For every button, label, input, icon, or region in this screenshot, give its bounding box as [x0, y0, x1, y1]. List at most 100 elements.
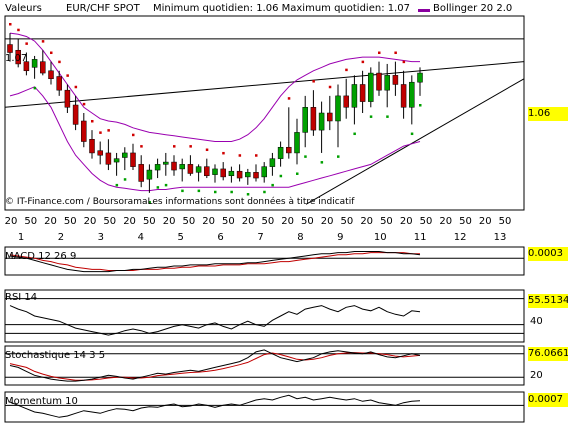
bollinger-legend-swatch [418, 9, 430, 12]
candle-body-6 [56, 76, 62, 91]
sar-dot-35 [296, 172, 299, 175]
sar-dot-2 [25, 42, 28, 45]
candle-body-35 [294, 132, 300, 154]
stoch-panel-title: Stochastique 14 3 5 [5, 350, 106, 361]
x-tick-minute-18: 20 [360, 216, 373, 227]
macd-macd-line [9, 251, 421, 273]
sar-dot-10 [91, 119, 94, 123]
main-panel-frame [4, 15, 525, 211]
x-tick-minute-9: 50 [182, 216, 195, 227]
x-tick-hour-7: 8 [297, 232, 303, 243]
rsi-panel-title: RSI 14 [5, 292, 38, 303]
candle-body-9 [81, 120, 87, 142]
x-tick-minute-2: 20 [44, 216, 57, 227]
x-tick-minute-17: 50 [341, 216, 354, 227]
x-tick-minute-3: 50 [64, 216, 77, 227]
sar-dot-49 [410, 132, 414, 136]
x-tick-minute-22: 20 [439, 216, 452, 227]
candle-body-22 [187, 164, 194, 174]
sar-dot-19 [164, 183, 168, 187]
candle-body-38 [318, 112, 325, 131]
sar-dot-7 [66, 74, 69, 77]
candle-body-23 [195, 166, 202, 173]
sar-dot-17 [148, 201, 151, 204]
stoch-level-label: 20 [530, 370, 543, 381]
x-tick-hour-4: 5 [177, 232, 183, 243]
candle-body-5 [48, 70, 54, 80]
x-tick-hour-6: 7 [257, 232, 263, 243]
stoch-panel-frame [4, 345, 525, 386]
candle-body-11 [97, 150, 103, 156]
sar-dot-0 [9, 22, 12, 26]
copyright-text: © IT-Finance.com / BoursoramaLes informa… [5, 197, 355, 207]
candle-body-0 [7, 44, 13, 53]
sar-dot-15 [132, 133, 135, 137]
candle-body-47 [392, 75, 399, 85]
momentum-value-badge: 0.0007 [528, 393, 568, 407]
trendline-1 [305, 78, 525, 205]
candle-body-40 [335, 95, 341, 122]
top-price-label: 1.07 [5, 53, 28, 64]
candle-body-50 [417, 72, 423, 83]
sar-dot-1 [17, 28, 20, 32]
stoch-value-badge: 76.0661 [528, 347, 568, 361]
sar-dot-6 [58, 60, 61, 64]
x-tick-minute-0: 20 [5, 216, 18, 227]
sar-dot-25 [214, 190, 217, 194]
sar-dot-29 [246, 193, 250, 196]
sar-dot-40 [337, 155, 340, 158]
candle-body-18 [154, 164, 161, 171]
sar-dot-30 [255, 154, 258, 157]
x-tick-hour-8: 9 [337, 232, 343, 243]
candle-body-49 [409, 81, 415, 108]
candle-body-43 [359, 84, 366, 102]
sar-dot-36 [304, 155, 307, 158]
sar-dot-20 [173, 145, 176, 148]
x-tick-minute-15: 50 [301, 216, 314, 227]
macd-panel-title: MACD 12 26 9 [5, 251, 77, 262]
x-tick-hour-0: 1 [18, 232, 24, 243]
candle-body-36 [302, 107, 308, 133]
x-tick-minute-12: 20 [242, 216, 255, 227]
candle-body-8 [72, 104, 79, 125]
candle-body-14 [122, 152, 128, 158]
candle-body-21 [179, 164, 185, 170]
momentum-panel-frame [4, 391, 525, 423]
x-tick-minute-25: 50 [499, 216, 512, 227]
x-tick-hour-2: 3 [98, 232, 104, 243]
sar-dot-50 [419, 104, 422, 107]
x-tick-minute-6: 20 [123, 216, 136, 227]
x-tick-minute-4: 20 [84, 216, 97, 227]
sar-dot-11 [99, 131, 102, 134]
bollinger-upper-band [9, 32, 420, 142]
sar-dot-27 [230, 190, 233, 194]
x-tick-minute-24: 20 [479, 216, 492, 227]
x-tick-hour-10: 11 [414, 232, 427, 243]
sar-dot-16 [140, 145, 143, 148]
x-tick-hour-9: 10 [374, 232, 387, 243]
candle-body-4 [40, 61, 46, 74]
candle-body-17 [146, 169, 153, 180]
sar-dot-12 [107, 129, 110, 132]
candle-body-39 [327, 112, 333, 122]
candle-body-7 [64, 89, 71, 108]
x-tick-hour-12: 13 [494, 232, 507, 243]
candle-body-25 [212, 168, 218, 175]
x-tick-minute-8: 20 [163, 216, 176, 227]
x-tick-hour-11: 12 [454, 232, 467, 243]
macd-value-badge: 0.0003 [528, 247, 568, 261]
header-label: Valeurs [5, 3, 42, 14]
x-tick-minute-14: 20 [281, 216, 294, 227]
candle-body-32 [269, 158, 276, 167]
sar-dot-42 [353, 132, 356, 136]
sar-dot-44 [369, 115, 373, 118]
header-symbol: EUR/CHF SPOT [66, 3, 140, 14]
bollinger-legend-label: Bollinger 20 2.0 [433, 3, 513, 14]
sar-dot-21 [181, 189, 184, 193]
rsi-value-badge: 55.5134 [528, 294, 568, 308]
candle-body-44 [368, 72, 374, 102]
candle-body-34 [286, 146, 292, 154]
sar-dot-33 [279, 174, 283, 178]
header-minmax: Minimum quotidien: 1.06 Maximum quotidie… [153, 3, 411, 14]
sar-dot-47 [394, 51, 397, 55]
